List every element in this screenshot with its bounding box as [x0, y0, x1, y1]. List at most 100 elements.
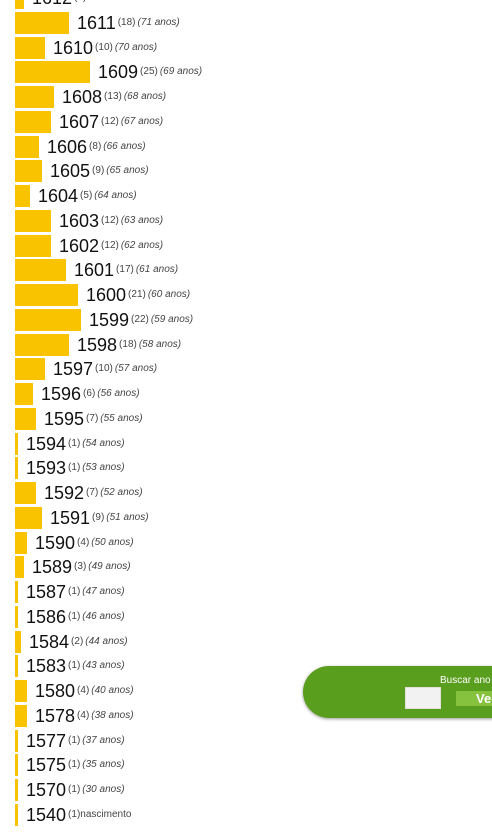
age-label: (46 anos): [82, 610, 125, 622]
year-label[interactable]: 1570: [26, 780, 67, 800]
year-label[interactable]: 1594: [26, 433, 67, 454]
count-label: (10): [95, 363, 113, 375]
year-label[interactable]: 1597: [53, 359, 94, 380]
bar-label: 1597 (10) (57 anos): [53, 358, 157, 382]
year-search-input[interactable]: [405, 687, 441, 709]
year-label[interactable]: 1583: [26, 656, 67, 677]
bar-1604: [15, 185, 30, 207]
count-label: (12): [101, 115, 119, 127]
bar-label: 1605 (9) (65 anos): [50, 160, 149, 184]
count-label: (4): [77, 685, 90, 696]
bar-label: 1540 (1)nascimento: [26, 804, 131, 828]
year-label[interactable]: 1595: [44, 408, 85, 429]
bar-1594: [15, 432, 18, 455]
count-label: (22): [131, 313, 149, 325]
year-label[interactable]: 1586: [26, 606, 67, 627]
bar-label: 1612(3): [32, 0, 86, 11]
age-label: (67 anos): [120, 115, 164, 127]
age-label: (58 anos): [138, 338, 182, 350]
year-label[interactable]: 1604: [38, 186, 79, 206]
count-label: (2): [71, 635, 84, 647]
bar-label: 1606 (8) (66 anos): [47, 136, 146, 160]
count-label: (1): [68, 586, 81, 597]
year-label[interactable]: 1601: [74, 260, 115, 281]
bar-label: 1609 (25) (69 anos): [98, 61, 202, 85]
bar-1603: [15, 209, 51, 232]
count-label: (4): [77, 709, 90, 721]
year-label[interactable]: 1612: [32, 0, 72, 8]
count-label: (18): [119, 338, 137, 350]
age-label: (35 anos): [82, 759, 125, 771]
year-label[interactable]: 1599: [89, 309, 130, 330]
bar-1578: [15, 704, 27, 727]
count-label: (12): [101, 239, 119, 251]
bar-label: 1586 (1) (46 anos): [26, 606, 125, 630]
year-label[interactable]: 1592: [44, 483, 85, 503]
bar-label: 1578 (4) (38 anos): [35, 705, 134, 729]
year-label[interactable]: 1575: [26, 755, 67, 776]
year-label[interactable]: 1587: [26, 582, 67, 602]
age-label: (53 anos): [82, 462, 125, 474]
year-label[interactable]: 1603: [59, 210, 100, 231]
bar-label: 1580 (4) (40 anos): [35, 680, 134, 704]
age-label: (70 anos): [114, 41, 158, 53]
year-label[interactable]: 1591: [50, 507, 91, 528]
age-label: (62 anos): [120, 239, 164, 251]
age-label: (47 anos): [82, 586, 125, 597]
count-label: (21): [128, 289, 146, 300]
count-label: (9): [92, 511, 105, 523]
year-label[interactable]: 1606: [47, 136, 88, 157]
bar-label: 1589 (3) (49 anos): [32, 556, 131, 580]
count-label: (1): [68, 462, 81, 474]
age-label: (68 anos): [123, 91, 167, 102]
bar-label: 1611 (18) (71 anos): [77, 12, 180, 36]
bar-1607: [15, 110, 51, 133]
bar-label: 1601 (17) (61 anos): [74, 259, 178, 283]
age-label: (49 anos): [88, 561, 131, 573]
age-label: (51 anos): [106, 511, 149, 523]
year-label[interactable]: 1598: [77, 334, 118, 355]
count-label: (9): [92, 165, 105, 177]
bar-1610: [15, 36, 45, 59]
year-label[interactable]: 1580: [35, 681, 76, 701]
bar-label: 1595 (7) (55 anos): [44, 408, 143, 432]
age-label: (61 anos): [135, 264, 179, 276]
age-label: (40 anos): [91, 685, 134, 696]
age-label: nascimento: [80, 808, 132, 820]
year-label[interactable]: 1584: [29, 631, 70, 652]
bar-1600: [15, 284, 78, 306]
search-submit-button[interactable]: Ver: [456, 691, 492, 706]
year-label[interactable]: 1596: [41, 384, 82, 404]
age-label: (50 anos): [91, 536, 134, 548]
year-label[interactable]: 1609: [98, 62, 139, 83]
bar-label: 1584 (2) (44 anos): [29, 631, 128, 655]
year-label[interactable]: 1610: [53, 37, 94, 58]
bar-1589: [15, 556, 24, 579]
count-label: (7): [86, 412, 99, 424]
count-label: (1): [68, 808, 81, 820]
bar-1584: [15, 630, 21, 653]
bar-label: 1587 (1) (47 anos): [26, 581, 125, 605]
year-label[interactable]: 1590: [35, 532, 76, 553]
age-label: (38 anos): [91, 709, 134, 721]
year-label[interactable]: 1607: [59, 111, 100, 132]
bar-1586: [15, 605, 18, 628]
year-label[interactable]: 1540: [26, 804, 67, 825]
bar-label: 1603 (12) (63 anos): [59, 210, 163, 234]
count-label: (1): [68, 734, 81, 746]
year-label[interactable]: 1593: [26, 458, 67, 479]
age-label: (57 anos): [114, 363, 158, 375]
bar-1570: [15, 779, 18, 801]
year-label[interactable]: 1578: [35, 705, 76, 726]
year-label[interactable]: 1608: [62, 87, 103, 107]
year-label[interactable]: 1589: [32, 557, 73, 578]
year-label[interactable]: 1605: [50, 161, 91, 182]
bar-label: 1583 (1) (43 anos): [26, 655, 125, 679]
year-label[interactable]: 1611: [77, 12, 116, 33]
year-label[interactable]: 1602: [59, 235, 100, 256]
year-label[interactable]: 1577: [26, 730, 67, 751]
bar-label: 1602 (12) (62 anos): [59, 235, 163, 259]
count-label: (5): [80, 190, 93, 201]
age-label: (71 anos): [137, 16, 180, 28]
year-label[interactable]: 1600: [86, 285, 127, 305]
